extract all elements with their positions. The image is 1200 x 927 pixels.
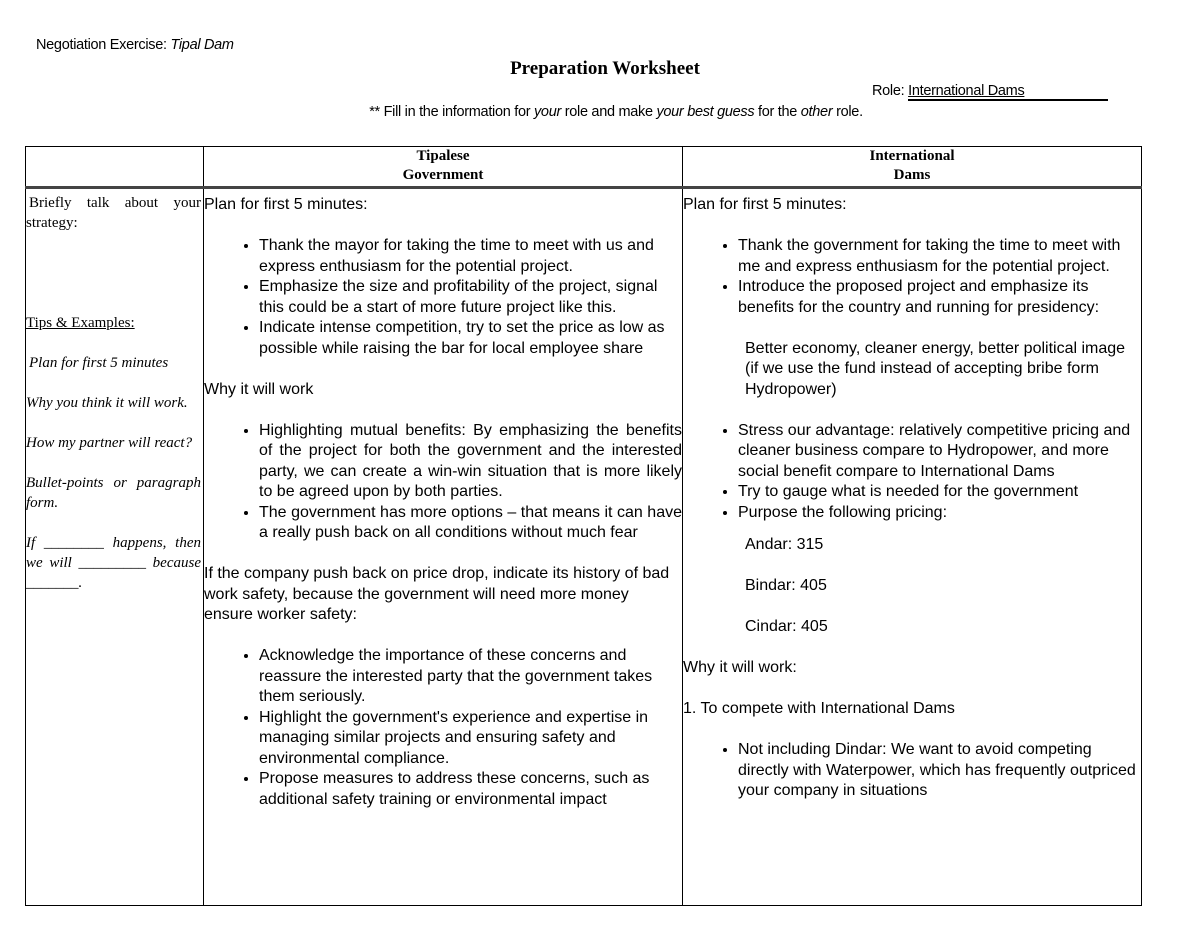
- plan-list: Thank the mayor for taking the time to m…: [204, 236, 682, 359]
- list-item: Purpose the following pricing:: [738, 503, 1141, 524]
- list-item: Highlight the government's experience an…: [259, 708, 682, 770]
- list-item: Try to gauge what is needed for the gove…: [738, 482, 1141, 503]
- list-item: Indicate intense competition, try to set…: [259, 318, 682, 359]
- list-item: Thank the mayor for taking the time to m…: [259, 236, 682, 277]
- list-item: Highlighting mutual benefits: By emphasi…: [259, 421, 682, 503]
- dams-cell[interactable]: Plan for first 5 minutes: Thank the gove…: [682, 187, 1142, 906]
- role-value: International Dams: [908, 83, 1109, 101]
- list-item: Not including Dindar: We want to avoid c…: [738, 740, 1141, 802]
- if-list: Acknowledge the importance of these conc…: [204, 646, 682, 810]
- why-list: Highlighting mutual benefits: By emphasi…: [204, 421, 682, 544]
- document-header: Negotiation Exercise: Tipal Dam: [36, 37, 234, 53]
- header-government: Tipalese Government: [203, 146, 683, 189]
- role-line: Role: International Dams: [872, 83, 1109, 101]
- government-cell[interactable]: Plan for first 5 minutes: Thank the mayo…: [203, 187, 683, 906]
- list-item: Stress our advantage: relatively competi…: [738, 421, 1141, 483]
- advantage-list: Stress our advantage: relatively competi…: [683, 421, 1141, 524]
- header-dams: International Dams: [682, 146, 1142, 189]
- worksheet-table: Tipalese Government International Dams Bri…: [25, 146, 1142, 906]
- list-item: Emphasize the size and profitability of …: [259, 277, 682, 318]
- empty-header-cell: [25, 146, 204, 189]
- page-title: Preparation Worksheet: [510, 58, 700, 79]
- list-item: Acknowledge the importance of these conc…: [259, 646, 682, 708]
- prompt-cell: Briefly talk about your strategy: Tips &…: [25, 187, 204, 906]
- instructions: ** Fill in the information for your role…: [369, 104, 863, 120]
- list-item: The government has more options – that m…: [259, 503, 682, 544]
- plan-list: Thank the government for taking the time…: [683, 236, 1141, 318]
- point1-list: Not including Dindar: We want to avoid c…: [683, 740, 1141, 802]
- list-item: Thank the government for taking the time…: [738, 236, 1141, 277]
- table-header-row: Tipalese Government International Dams: [25, 146, 1142, 189]
- list-item: Introduce the proposed project and empha…: [738, 277, 1141, 318]
- list-item: Propose measures to address these concer…: [259, 769, 682, 810]
- table-row: Briefly talk about your strategy: Tips &…: [25, 187, 1142, 906]
